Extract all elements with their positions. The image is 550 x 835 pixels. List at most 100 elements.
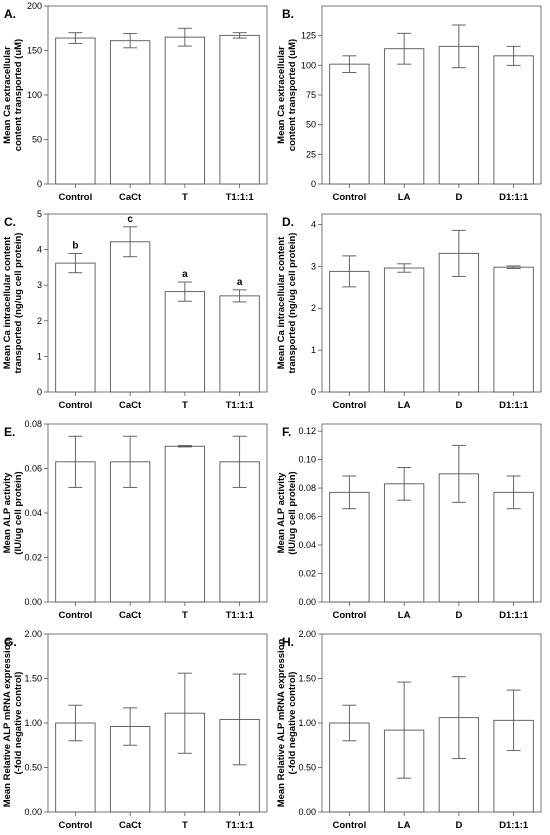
y-axis-label: Mean ALP activity: [276, 472, 287, 553]
y-tick-label: 0: [311, 387, 316, 397]
y-tick-label: 0.00: [24, 597, 42, 607]
x-tick-label: CaCt: [119, 400, 142, 411]
panel-letter: D.: [282, 215, 294, 229]
bar: [438, 45, 480, 185]
significance-label: b: [72, 241, 78, 252]
significance-label: a: [182, 269, 188, 280]
x-tick-label: LA: [398, 400, 411, 411]
y-tick-label: 0.04: [24, 508, 42, 518]
y-axis-label: Mean Relative ALP mRNA expression: [276, 639, 287, 808]
x-tick-label: D: [455, 610, 462, 621]
y-tick-label: 1.00: [298, 718, 316, 728]
panel-letter: H.: [282, 635, 294, 649]
x-tick-label: Control: [332, 610, 366, 621]
chart-panel: B. 0 25 50 75 100 125 Mean Ca extracellular cont…: [276, 5, 542, 203]
panel-letter: F.: [282, 425, 291, 439]
plot-frame: [321, 423, 542, 603]
bar: [109, 40, 151, 185]
y-tick-label: 0.02: [298, 569, 316, 579]
x-tick-label: T1:1:1: [226, 192, 255, 203]
y-axis-label: (IU/ug cell protein): [287, 471, 298, 554]
y-tick-label: 0.12: [298, 426, 316, 436]
bar: [109, 241, 151, 393]
x-tick-label: D: [455, 400, 462, 411]
y-tick-label: 1: [311, 345, 316, 355]
panel-letter: G.: [4, 635, 17, 649]
y-axis-label: Mean Ca intracellular content: [2, 236, 13, 369]
panel-letter: C.: [4, 215, 16, 229]
x-tick-label: CaCt: [119, 610, 142, 621]
y-tick-label: 0.00: [298, 807, 316, 817]
chart-panel: H. 0.00 0.50 1.00 1.50 2.00 Mean Relative ALP …: [276, 629, 542, 831]
y-tick-label: 0: [37, 387, 42, 397]
y-tick-label: 100: [301, 60, 316, 70]
y-tick-label: 1: [37, 351, 42, 361]
y-tick-label: 0.02: [24, 553, 42, 563]
x-tick-label: D1:1:1: [499, 192, 529, 203]
x-tick-label: Control: [332, 820, 366, 831]
panel-letter: A.: [4, 7, 16, 21]
y-tick-label: 0: [37, 179, 42, 189]
x-tick-label: LA: [398, 192, 411, 203]
bar: [219, 34, 260, 185]
y-tick-label: 100: [27, 90, 42, 100]
x-tick-label: Control: [58, 610, 92, 621]
bar: [164, 36, 206, 185]
y-tick-label: 75: [306, 90, 316, 100]
bar: [329, 270, 370, 393]
y-axis-label: transported (ng/ug cell protein): [287, 233, 298, 374]
plot-frame: [321, 213, 542, 393]
y-tick-label: 3: [37, 280, 42, 290]
y-axis-label: Mean ALP activity: [2, 472, 13, 553]
x-tick-label: Control: [58, 820, 92, 831]
y-tick-label: 2: [311, 303, 316, 313]
bar: [493, 266, 534, 393]
panel-letter: E.: [4, 425, 15, 439]
y-tick-label: 50: [32, 135, 42, 145]
y-tick-label: 0.06: [24, 464, 42, 474]
y-tick-label: 0.06: [298, 512, 316, 522]
x-tick-label: D1:1:1: [499, 400, 529, 411]
x-tick-label: LA: [398, 610, 411, 621]
y-tick-label: 0.00: [24, 807, 42, 817]
y-axis-label: Mean Ca extracellular: [276, 46, 287, 144]
bar: [383, 48, 425, 185]
y-tick-label: 50: [306, 120, 316, 130]
x-tick-label: Control: [58, 192, 92, 203]
bar: [329, 63, 370, 185]
y-tick-label: 2.00: [298, 629, 316, 639]
bar: [164, 291, 206, 393]
x-tick-label: D1:1:1: [499, 820, 529, 831]
bar: [164, 445, 206, 603]
x-tick-label: Control: [332, 192, 366, 203]
chart-panel: F. 0.00 0.02 0.04 0.06 0.08 0.10 0.12 Mean ALP a…: [276, 423, 542, 621]
y-tick-label: 125: [301, 31, 316, 41]
x-tick-label: T: [182, 610, 188, 621]
chart-panel: G. 0.00 0.50 1.00 1.50 2.00 Mean Relative ALP …: [2, 629, 268, 831]
y-tick-label: 5: [37, 209, 42, 219]
y-axis-label: transported (ng/ug cell protein): [13, 233, 24, 374]
chart-panel: D. 0 1 2 3 4 Mean Ca intracellular content tran…: [276, 213, 542, 411]
x-tick-label: CaCt: [119, 192, 142, 203]
bar: [55, 37, 96, 185]
y-tick-label: 0.50: [298, 763, 316, 773]
bar: [383, 267, 425, 393]
panel-letter: B.: [282, 7, 294, 21]
y-tick-label: 200: [27, 1, 42, 11]
bar: [55, 262, 96, 393]
y-tick-label: 4: [37, 245, 42, 255]
y-tick-label: 0.04: [298, 540, 316, 550]
y-tick-label: 2: [37, 316, 42, 326]
x-tick-label: T: [182, 820, 188, 831]
bar: [219, 295, 260, 393]
chart-panel: E. 0.00 0.02 0.04 0.06 0.08 Mean ALP activity(…: [2, 419, 268, 621]
y-tick-label: 0.00: [298, 597, 316, 607]
y-axis-label: Mean Relative ALP mRNA expression: [2, 639, 13, 808]
x-tick-label: CaCt: [119, 820, 142, 831]
chart-panel: C. 0 1 2 3 4 5 Mean Ca intracellular content tra…: [2, 209, 268, 411]
y-tick-label: 0.10: [298, 455, 316, 465]
bar: [493, 55, 534, 185]
y-tick-label: 1.50: [24, 674, 42, 684]
y-axis-label: (-fold negative control): [287, 672, 298, 775]
